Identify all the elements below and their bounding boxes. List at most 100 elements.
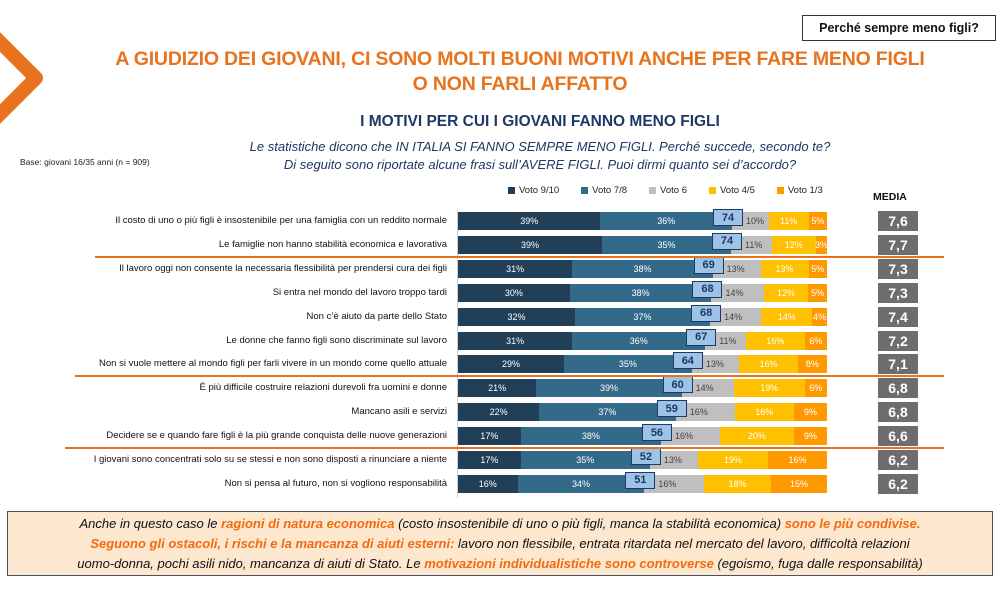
summary-note: Anche in questo caso le ragioni di natur… (7, 511, 993, 576)
media-value: 7,3 (878, 258, 918, 279)
media-header: MEDIA (873, 191, 907, 203)
top2-total-label: 74 (713, 209, 743, 226)
legend-label: Voto 9/10 (519, 185, 560, 196)
bar-segment: 14% (761, 307, 813, 326)
bar-segment: 14% (711, 283, 764, 302)
legend-swatch (649, 187, 657, 194)
top2-total-label: 74 (712, 232, 743, 250)
bar-segment: 35% (520, 451, 650, 469)
bar-segment: 34% (517, 474, 645, 493)
bar-segment: 20% (719, 427, 794, 446)
legend-swatch (776, 187, 784, 194)
group-separator (75, 375, 944, 378)
bar-segment: 13% (691, 355, 740, 374)
media-value: 6,2 (878, 450, 918, 470)
legend-item: Voto 9/10 (508, 185, 559, 196)
bar-segment: 35% (601, 235, 732, 254)
bar-segment: 6% (804, 331, 827, 350)
bar-segment: 11% (768, 212, 809, 230)
bar-segment: 31% (458, 259, 573, 278)
question-line-1: Le statistiche dicono che IN ITALIA SI F… (249, 139, 831, 154)
bar-segment: 31% (458, 331, 573, 350)
bar-segment: 5% (808, 283, 827, 302)
bar-segment: 5% (808, 212, 827, 230)
survey-question: Le statistiche dicono che IN ITALIA SI F… (180, 138, 900, 174)
category-label: I giovani sono concentrati solo su se st… (93, 454, 447, 465)
axis-line (457, 210, 458, 498)
legend-item: Voto 6 (649, 185, 687, 196)
bar-segment: 36% (572, 331, 706, 350)
top2-total-label: 68 (691, 304, 722, 322)
bar-segment: 32% (458, 307, 575, 326)
bar-segment: 16% (675, 403, 735, 422)
category-label: Il costo di uno o più figli è insostenib… (115, 215, 447, 226)
legend-item: Voto 1/3 (776, 185, 823, 196)
bar-segment: 14% (710, 307, 762, 326)
legend-label: Voto 6 (660, 185, 687, 196)
bar-segment: 39% (458, 212, 601, 230)
legend-swatch (508, 187, 515, 194)
top2-total-label: 59 (656, 400, 687, 418)
legend-swatch (708, 187, 716, 194)
category-label: Mancano asili e servizi (351, 406, 447, 418)
media-value: 6,2 (878, 473, 918, 494)
media-value: 6,8 (878, 378, 918, 399)
bar-segment: 8% (797, 355, 827, 374)
group-separator (65, 447, 944, 449)
top2-total-label: 68 (692, 280, 723, 298)
category-label: Il lavoro oggi non consente la necessari… (119, 262, 447, 274)
bar-segment: 38% (572, 259, 713, 278)
media-value: 7,7 (878, 234, 918, 255)
legend-label: Voto 4/5 (719, 185, 755, 196)
title-line-2: O NON FARLI AFFATTO (412, 73, 628, 95)
top2-total-label: 52 (630, 448, 661, 465)
category-label: Decidere se e quando fare figli è la più… (106, 430, 447, 442)
bar-segment: 38% (520, 427, 661, 446)
bar-segment: 19% (733, 379, 805, 398)
media-value: 6,6 (878, 426, 918, 447)
category-label: Si entra nel mondo del lavoro troppo tar… (272, 286, 447, 298)
category-label: Le donne che fanno figli sono discrimina… (226, 334, 447, 346)
top2-total-label: 56 (641, 424, 672, 442)
note-highlight: motivazioni individualistiche sono contr… (424, 556, 714, 571)
legend-swatch (581, 187, 589, 194)
bar-segment: 12% (771, 235, 816, 254)
bar-segment: 4% (812, 307, 827, 326)
media-value: 7,1 (878, 354, 918, 375)
note-text: Anche in questo caso le (79, 516, 222, 531)
category-label: Non si vuole mettere al mondo figli per … (99, 358, 447, 370)
bar-segment: 5% (808, 259, 827, 278)
bar-segment: 16% (734, 403, 794, 422)
bar-segment: 29% (458, 355, 564, 374)
chart-legend: Voto 9/10 Voto 7/8 Voto 6 Voto 4/5 Voto 1/3 (508, 185, 823, 196)
note-text: uomo-donna, pochi asili nido, mancanza d… (77, 556, 425, 571)
category-label: È più difficile costruire relazioni dure… (199, 382, 447, 394)
legend-label: Voto 7/8 (592, 185, 628, 196)
media-value: 6,8 (878, 402, 918, 423)
bar-segment: 13% (649, 451, 698, 469)
sample-base: Base: giovani 16/35 anni (n = 909) (20, 157, 150, 167)
section-tag: Perché sempre meno figli? (802, 15, 996, 41)
bar-segment: 9% (793, 427, 827, 446)
bar-segment: 37% (539, 403, 676, 422)
note-text: lavoro non flessibile, entrata ritardata… (454, 536, 910, 551)
top2-total-label: 64 (672, 352, 703, 370)
bar-segment: 3% (815, 235, 828, 254)
group-separator (95, 255, 944, 258)
category-label: Non c’è aiuto da parte dello Stato (306, 310, 447, 322)
bar-segment: 16% (458, 474, 518, 493)
chart-title: I MOTIVI PER CUI I GIOVANI FANNO MENO FI… (360, 113, 720, 130)
top2-total-label: 60 (662, 376, 693, 394)
legend-item: Voto 4/5 (708, 185, 755, 196)
top2-total-label: 69 (693, 256, 724, 274)
media-value: 7,6 (878, 211, 918, 231)
bar-segment: 12% (763, 283, 809, 302)
note-highlight: sono le più condivise. (784, 516, 921, 531)
bar-segment: 13% (712, 259, 761, 278)
bar-segment: 17% (458, 451, 521, 469)
media-value: 7,3 (878, 282, 918, 303)
bar-segment: 9% (793, 403, 827, 422)
note-text: (costo insostenibile di uno o più figli,… (394, 516, 785, 531)
bar-segment: 22% (458, 403, 540, 422)
bar-segment: 6% (804, 379, 827, 398)
